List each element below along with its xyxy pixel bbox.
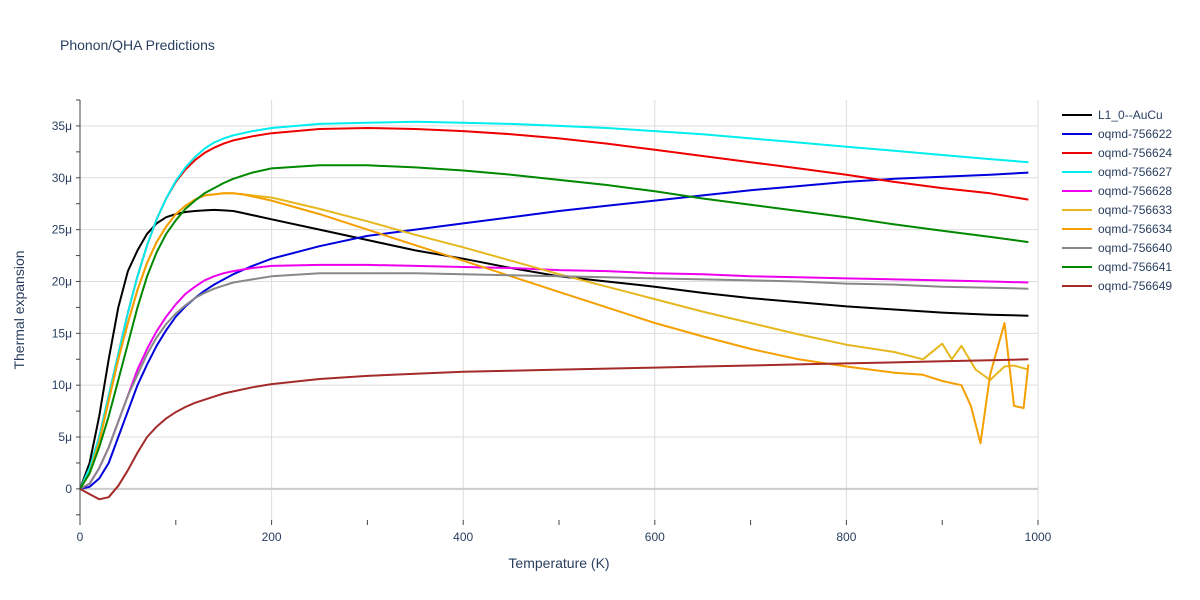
legend-item[interactable]: oqmd-756627 bbox=[1062, 165, 1172, 179]
series-layer bbox=[79, 120, 1030, 501]
x-tick-label: 1000 bbox=[1025, 530, 1052, 544]
series-line-oqmd-756649 bbox=[79, 358, 1029, 501]
legend-item[interactable]: oqmd-756641 bbox=[1062, 260, 1172, 274]
legend-item[interactable]: oqmd-756633 bbox=[1062, 203, 1172, 217]
series-line-oqmd-756634 bbox=[79, 192, 1030, 490]
x-tick-label: 600 bbox=[645, 530, 665, 544]
y-tick-label: 35μ bbox=[52, 119, 72, 133]
x-axis-title: Temperature (K) bbox=[508, 555, 609, 571]
legend-label: oqmd-756640 bbox=[1098, 241, 1172, 255]
y-tick-label: 15μ bbox=[52, 326, 72, 340]
legend-item[interactable]: oqmd-756649 bbox=[1062, 279, 1172, 293]
legend-item[interactable]: oqmd-756628 bbox=[1062, 184, 1172, 198]
legend-label: oqmd-756649 bbox=[1098, 279, 1172, 293]
x-tick-label: 800 bbox=[836, 530, 856, 544]
legend-label: oqmd-756622 bbox=[1098, 127, 1172, 141]
y-tick-label: 5μ bbox=[58, 430, 72, 444]
x-tick-label: 400 bbox=[453, 530, 473, 544]
y-tick-label: 30μ bbox=[52, 171, 72, 185]
y-axis-title: Thermal expansion bbox=[11, 250, 27, 369]
legend-label: L1_0--AuCu bbox=[1098, 108, 1163, 122]
legend-label: oqmd-756624 bbox=[1098, 146, 1172, 160]
legend-item[interactable]: oqmd-756640 bbox=[1062, 241, 1172, 255]
y-tick-label: 25μ bbox=[52, 223, 72, 237]
x-tick-label: 0 bbox=[77, 530, 84, 544]
y-tick-label: 0 bbox=[65, 482, 72, 496]
legend-label: oqmd-756634 bbox=[1098, 222, 1172, 236]
legend-item[interactable]: oqmd-756634 bbox=[1062, 222, 1172, 236]
series-line-oqmd-756627 bbox=[79, 120, 1029, 490]
series-line-oqmd-756633 bbox=[79, 192, 1029, 490]
legend-label: oqmd-756633 bbox=[1098, 203, 1172, 217]
y-tick-label: 10μ bbox=[52, 378, 72, 392]
y-tick-label: 20μ bbox=[52, 274, 72, 288]
legend-item[interactable]: L1_0--AuCu bbox=[1062, 108, 1163, 122]
legend-label: oqmd-756627 bbox=[1098, 165, 1172, 179]
series-line-oqmd-756628 bbox=[79, 263, 1029, 490]
x-tick-label: 200 bbox=[262, 530, 282, 544]
series-line-oqmd-756640 bbox=[79, 272, 1029, 490]
chart-title: Phonon/QHA Predictions bbox=[60, 37, 215, 53]
series-line-L1_0--AuCu bbox=[79, 208, 1029, 490]
series-line-oqmd-756641 bbox=[79, 164, 1029, 490]
legend-label: oqmd-756641 bbox=[1098, 260, 1172, 274]
legend-label: oqmd-756628 bbox=[1098, 184, 1172, 198]
axes-layer: 0 200 400 600 800 1000 0 5μ 10μ 15μ 20μ 25μ 30μ 35μ bbox=[52, 99, 1052, 544]
legend-item[interactable]: oqmd-756622 bbox=[1062, 127, 1172, 141]
legend[interactable]: L1_0--AuCu oqmd-756622 oqmd-756624 oqmd-756… bbox=[1062, 108, 1172, 293]
legend-item[interactable]: oqmd-756624 bbox=[1062, 146, 1172, 160]
series-line-oqmd-756622 bbox=[79, 171, 1029, 490]
